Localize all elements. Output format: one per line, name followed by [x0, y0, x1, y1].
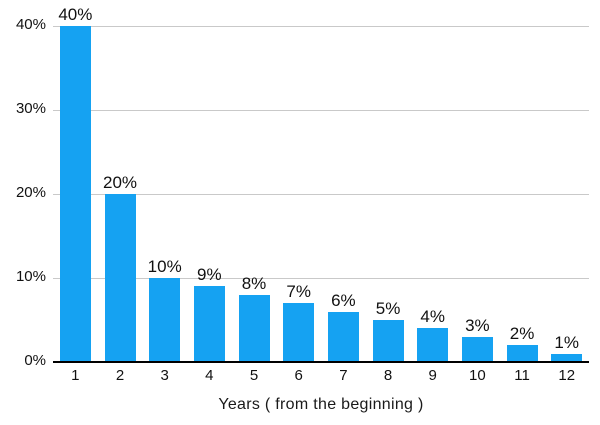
gridline-20	[53, 194, 589, 195]
bar-year-8: 5%	[372, 300, 404, 362]
bar-slot-2: 20%	[98, 26, 143, 362]
bar-year-4: 9%	[193, 266, 225, 362]
x-tick-label-4: 4	[205, 367, 214, 384]
bar-slot-4: 9%	[187, 26, 232, 362]
bar-value-label-3: 10%	[147, 257, 182, 276]
y-axis: 0% 10% 20% 30% 40%	[0, 16, 46, 369]
bar-year-12: 1%	[551, 334, 583, 362]
plot-area: 40% 20% 10% 9% 8% 7% 6% 5% 4% 3% 2% 1%	[53, 6, 589, 363]
x-tick-label-9: 9	[428, 367, 437, 384]
bar-slot-7: 6%	[321, 26, 366, 362]
bar-year-6: 7%	[283, 283, 315, 362]
bar-value-label-8: 5%	[375, 299, 401, 318]
bar-year-1: 40%	[58, 6, 92, 362]
y-tick-label-0: 0%	[24, 352, 46, 369]
x-axis-line	[53, 361, 589, 363]
bar-value-label-12: 1%	[554, 332, 580, 352]
x-tick-label-8: 8	[383, 367, 393, 384]
bar-year-10: 3%	[461, 317, 493, 362]
y-tick-label-20: 20%	[15, 184, 46, 201]
x-axis: 1 2 3 4 5 6 7 8 9 10 11 12	[53, 367, 589, 385]
bar-year-11: 2%	[506, 325, 538, 362]
gridline-30	[53, 110, 589, 111]
y-tick-label-40: 40%	[15, 16, 46, 33]
bar-year-7: 6%	[327, 292, 359, 362]
bar-slot-12: 1%	[544, 26, 589, 362]
bar-slot-6: 7%	[276, 26, 321, 362]
bar-value-label-10: 3%	[465, 315, 490, 335]
gridline-40	[53, 26, 589, 27]
bar-value-label-2: 20%	[102, 173, 138, 192]
bar-slot-10: 3%	[455, 26, 500, 362]
x-tick-label-11: 11	[514, 367, 530, 384]
x-tick-label-5: 5	[249, 367, 259, 384]
x-tick-label-10: 10	[469, 367, 486, 384]
x-tick-label-1: 1	[71, 367, 80, 384]
y-tick-label-30: 30%	[15, 100, 46, 117]
bar-slot-9: 4%	[410, 26, 455, 362]
x-tick-label-7: 7	[339, 367, 348, 384]
bar-value-label-9: 4%	[420, 307, 445, 327]
bar-year-3: 10%	[148, 258, 182, 362]
bar-value-label-6: 7%	[286, 282, 311, 302]
x-axis-title: Years ( from the beginning )	[218, 396, 424, 413]
y-tick-label-10: 10%	[15, 268, 46, 285]
bar-year-5: 8%	[238, 275, 270, 362]
x-tick-label-2: 2	[115, 367, 125, 384]
bar-value-label-7: 6%	[331, 290, 356, 310]
bar-value-label-1: 40%	[58, 5, 93, 24]
bars-row: 40% 20% 10% 9% 8% 7% 6% 5% 4% 3% 2% 1%	[53, 6, 589, 362]
bar-year-2: 20%	[103, 174, 137, 362]
bar-slot-8: 5%	[366, 26, 411, 362]
x-tick-label-6: 6	[294, 367, 303, 384]
x-tick-label-3: 3	[160, 367, 169, 384]
bar-slot-3: 10%	[142, 26, 187, 362]
bar-slot-5: 8%	[232, 26, 277, 362]
gridline-10	[53, 278, 589, 279]
x-tick-label-12: 12	[558, 367, 576, 384]
bar-year-9: 4%	[417, 308, 449, 362]
bar-value-label-5: 8%	[241, 273, 267, 293]
bar-value-label-11: 2%	[509, 324, 535, 344]
bar-value-label-4: 9%	[197, 265, 222, 285]
bar-slot-1: 40%	[53, 6, 98, 362]
bar-slot-11: 2%	[500, 26, 545, 362]
